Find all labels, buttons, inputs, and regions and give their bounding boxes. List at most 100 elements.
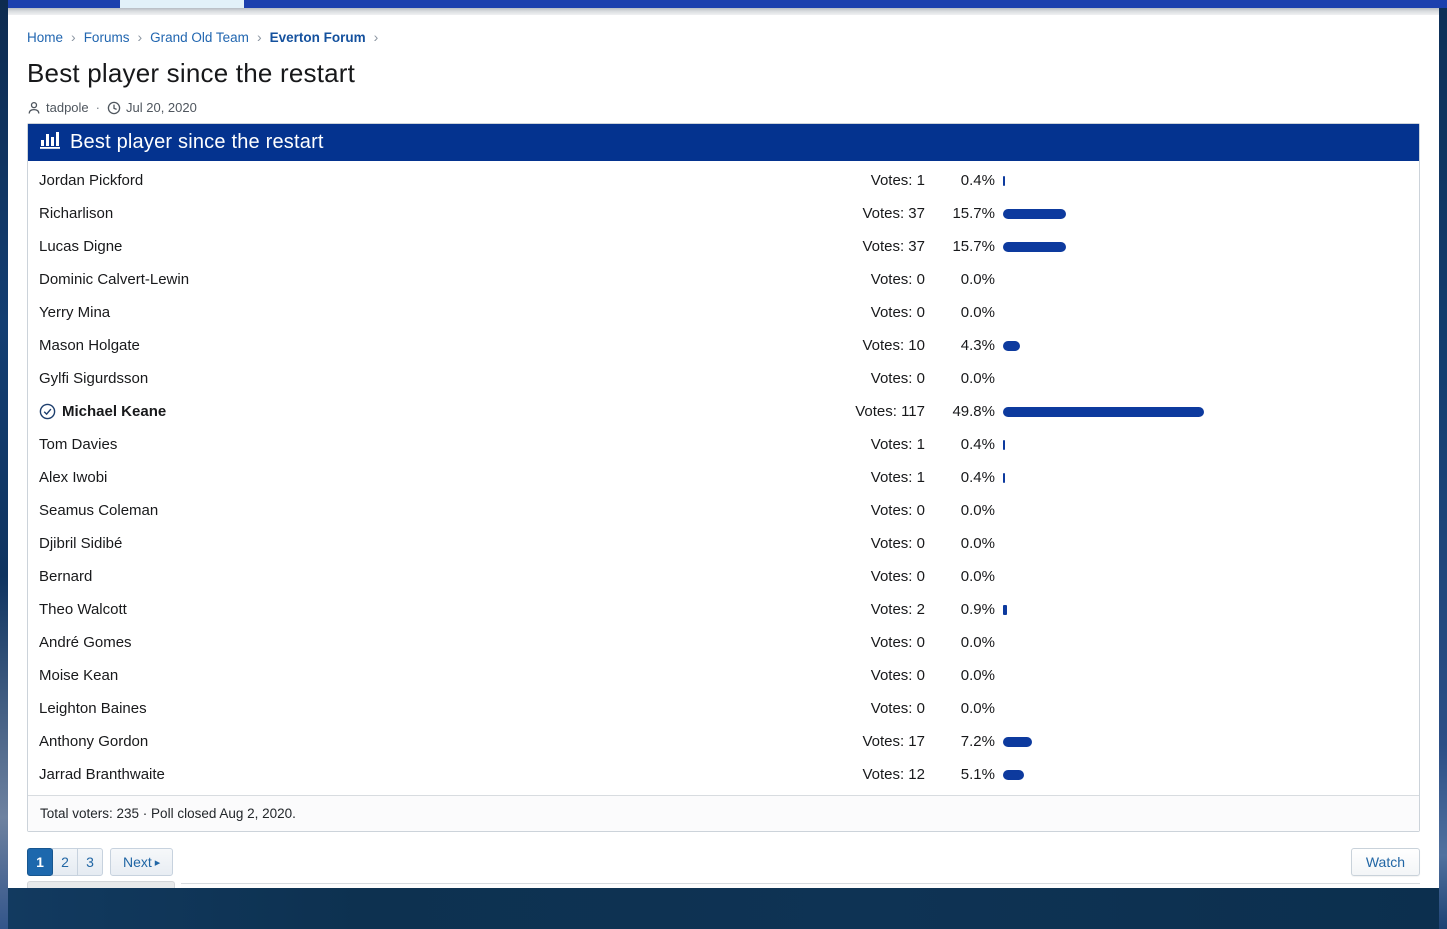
page-button-3[interactable]: 3: [77, 848, 103, 876]
breadcrumb-link-forums[interactable]: Forums: [83, 29, 130, 45]
option-bar-container: [995, 736, 1407, 747]
chevron-right-icon: ›: [71, 29, 76, 45]
option-pct: 0.4%: [960, 172, 995, 189]
option-pct: 0.4%: [960, 436, 995, 453]
option-pct: 0.0%: [960, 568, 995, 585]
option-pct: 0.0%: [960, 535, 995, 552]
option-name: Alex Iwobi: [39, 469, 108, 486]
option-name: Jordan Pickford: [39, 172, 144, 189]
poll-option-row: Seamus Coleman Votes: 0 0.0%: [28, 494, 1419, 527]
option-votes: Votes: 0: [870, 370, 925, 387]
option-pct: 0.9%: [960, 601, 995, 618]
page-button-2[interactable]: 2: [52, 848, 78, 876]
option-pct: 0.0%: [960, 304, 995, 321]
option-pct: 7.2%: [960, 733, 995, 750]
page-background-right: [1439, 8, 1447, 929]
next-page-label: Next: [123, 854, 152, 870]
option-votes: Votes: 0: [870, 535, 925, 552]
poll-option-row: Richarlison Votes: 37 15.7%: [28, 197, 1419, 230]
option-name: Tom Davies: [39, 436, 118, 453]
option-bar-container: [995, 340, 1407, 351]
poll-options: Jordan Pickford Votes: 1 0.4% Richarliso…: [28, 161, 1419, 795]
next-post-body-partial: [181, 883, 1420, 890]
poll-option-row: Djibril Sidibé Votes: 0 0.0%: [28, 527, 1419, 560]
option-name: Seamus Coleman: [39, 502, 159, 519]
poll-option-row: Anthony Gordon Votes: 17 7.2%: [28, 725, 1419, 758]
arrow-right-icon: ▸: [154, 856, 161, 869]
option-bar-container: [995, 175, 1407, 186]
option-votes: Votes: 117: [855, 403, 925, 420]
thread-author[interactable]: tadpole: [46, 100, 89, 115]
option-votes: Votes: 1: [870, 436, 925, 453]
option-name: Leighton Baines: [39, 700, 147, 717]
option-votes: Votes: 12: [862, 766, 925, 783]
poll-option-row: Leighton Baines Votes: 0 0.0%: [28, 692, 1419, 725]
option-pct: 0.0%: [960, 667, 995, 684]
option-bar: [1003, 769, 1024, 780]
poll-option-row: Jordan Pickford Votes: 1 0.4%: [28, 164, 1419, 197]
poll-option-row: Theo Walcott Votes: 2 0.9%: [28, 593, 1419, 626]
poll-panel: Best player since the restart Jordan Pic…: [27, 123, 1420, 832]
option-bar: [1003, 208, 1067, 219]
option-pct: 4.3%: [960, 337, 995, 354]
option-name: Michael Keane: [62, 403, 167, 420]
poll-option-row: Tom Davies Votes: 1 0.4%: [28, 428, 1419, 461]
option-bar: [1003, 175, 1005, 186]
page-background-left: [0, 0, 8, 929]
header-divider-strip: [0, 8, 1447, 15]
poll-option-row: Moise Kean Votes: 0 0.0%: [28, 659, 1419, 692]
option-bar-container: [995, 241, 1407, 252]
breadcrumb-link-everton-forum[interactable]: Everton Forum: [269, 29, 366, 45]
option-bar: [1003, 736, 1033, 747]
poll-footer: Total voters: 235 · Poll closed Aug 2, 2…: [28, 795, 1419, 831]
option-pct: 0.0%: [960, 370, 995, 387]
option-bar: [1003, 439, 1005, 450]
option-votes: Votes: 37: [862, 205, 925, 222]
option-name: Djibril Sidibé: [39, 535, 123, 552]
thread-date: Jul 20, 2020: [126, 100, 197, 115]
breadcrumb-link-grand-old-team[interactable]: Grand Old Team: [150, 29, 249, 45]
option-bar: [1003, 472, 1005, 483]
option-votes: Votes: 0: [870, 568, 925, 585]
user-icon: [27, 101, 41, 115]
poll-header: Best player since the restart: [28, 124, 1419, 161]
option-pct: 0.0%: [960, 502, 995, 519]
option-pct: 0.0%: [960, 634, 995, 651]
poll-option-row: Mason Holgate Votes: 10 4.3%: [28, 329, 1419, 362]
page-button-1[interactable]: 1: [27, 848, 53, 876]
meta-dot: ·: [95, 100, 100, 115]
option-pct: 15.7%: [952, 238, 995, 255]
option-votes: Votes: 0: [870, 502, 925, 519]
chevron-right-icon: ›: [373, 29, 379, 45]
poll-option-row: Gylfi Sigurdsson Votes: 0 0.0%: [28, 362, 1419, 395]
option-votes: Votes: 0: [870, 700, 925, 717]
option-bar-container: [995, 769, 1407, 780]
option-bar-container: [995, 406, 1407, 417]
option-votes: Votes: 0: [870, 667, 925, 684]
option-name: Anthony Gordon: [39, 733, 149, 750]
option-votes: Votes: 1: [870, 469, 925, 486]
breadcrumb-link-home[interactable]: Home: [27, 29, 64, 45]
option-votes: Votes: 1: [870, 172, 925, 189]
option-name: Yerry Mina: [39, 304, 111, 321]
option-name: Mason Holgate: [39, 337, 140, 354]
option-name: Moise Kean: [39, 667, 119, 684]
poll-option-row: Jarrad Branthwaite Votes: 12 5.1%: [28, 758, 1419, 791]
option-pct: 0.0%: [960, 271, 995, 288]
page-title: Best player since the restart: [27, 58, 356, 88]
browser-top-bar: [0, 0, 1447, 8]
next-page-button[interactable]: Next ▸: [110, 848, 174, 876]
poll-option-row: Lucas Digne Votes: 37 15.7%: [28, 230, 1419, 263]
poll-option-row: Dominic Calvert-Lewin Votes: 0 0.0%: [28, 263, 1419, 296]
page-background-bottom: [0, 888, 1447, 929]
option-name: André Gomes: [39, 634, 132, 651]
option-name: Gylfi Sigurdsson: [39, 370, 149, 387]
option-name: Bernard: [39, 568, 93, 585]
watch-button[interactable]: Watch: [1350, 848, 1420, 876]
option-name: Richarlison: [39, 205, 114, 222]
poll-option-row: Bernard Votes: 0 0.0%: [28, 560, 1419, 593]
option-bar: [1003, 406, 1204, 417]
option-votes: Votes: 0: [870, 304, 925, 321]
option-bar-container: [995, 604, 1407, 615]
option-bar: [1003, 241, 1067, 252]
